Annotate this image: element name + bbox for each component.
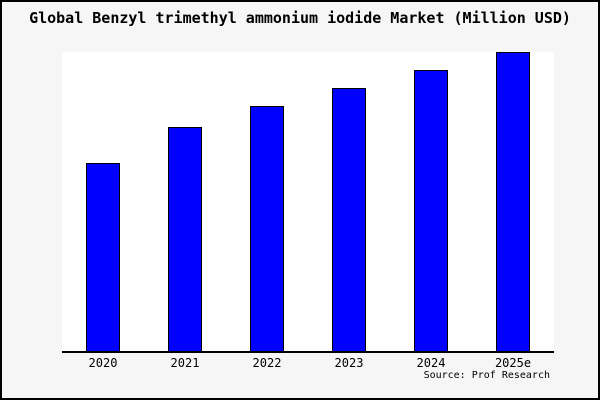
x-tick-2024: 2024 bbox=[416, 356, 446, 370]
x-tick-2022: 2022 bbox=[252, 356, 282, 370]
x-axis-labels: 2020 2021 2022 2023 2024 2025e bbox=[62, 356, 554, 370]
bar-2020 bbox=[86, 162, 120, 351]
plot-area bbox=[62, 52, 554, 353]
bar-2023 bbox=[332, 87, 366, 351]
source-credit: Source: Prof Research bbox=[423, 370, 550, 381]
x-tick-2020: 2020 bbox=[88, 356, 118, 370]
bar-2022 bbox=[250, 105, 284, 351]
bar-2021 bbox=[168, 126, 202, 351]
x-tick-2021: 2021 bbox=[170, 356, 200, 370]
x-tick-2023: 2023 bbox=[334, 356, 364, 370]
chart-title: Global Benzyl trimethyl ammonium iodide … bbox=[29, 9, 571, 27]
x-tick-2025e: 2025e bbox=[494, 356, 532, 370]
bar-2025e bbox=[496, 52, 530, 351]
bar-2024 bbox=[414, 69, 448, 351]
